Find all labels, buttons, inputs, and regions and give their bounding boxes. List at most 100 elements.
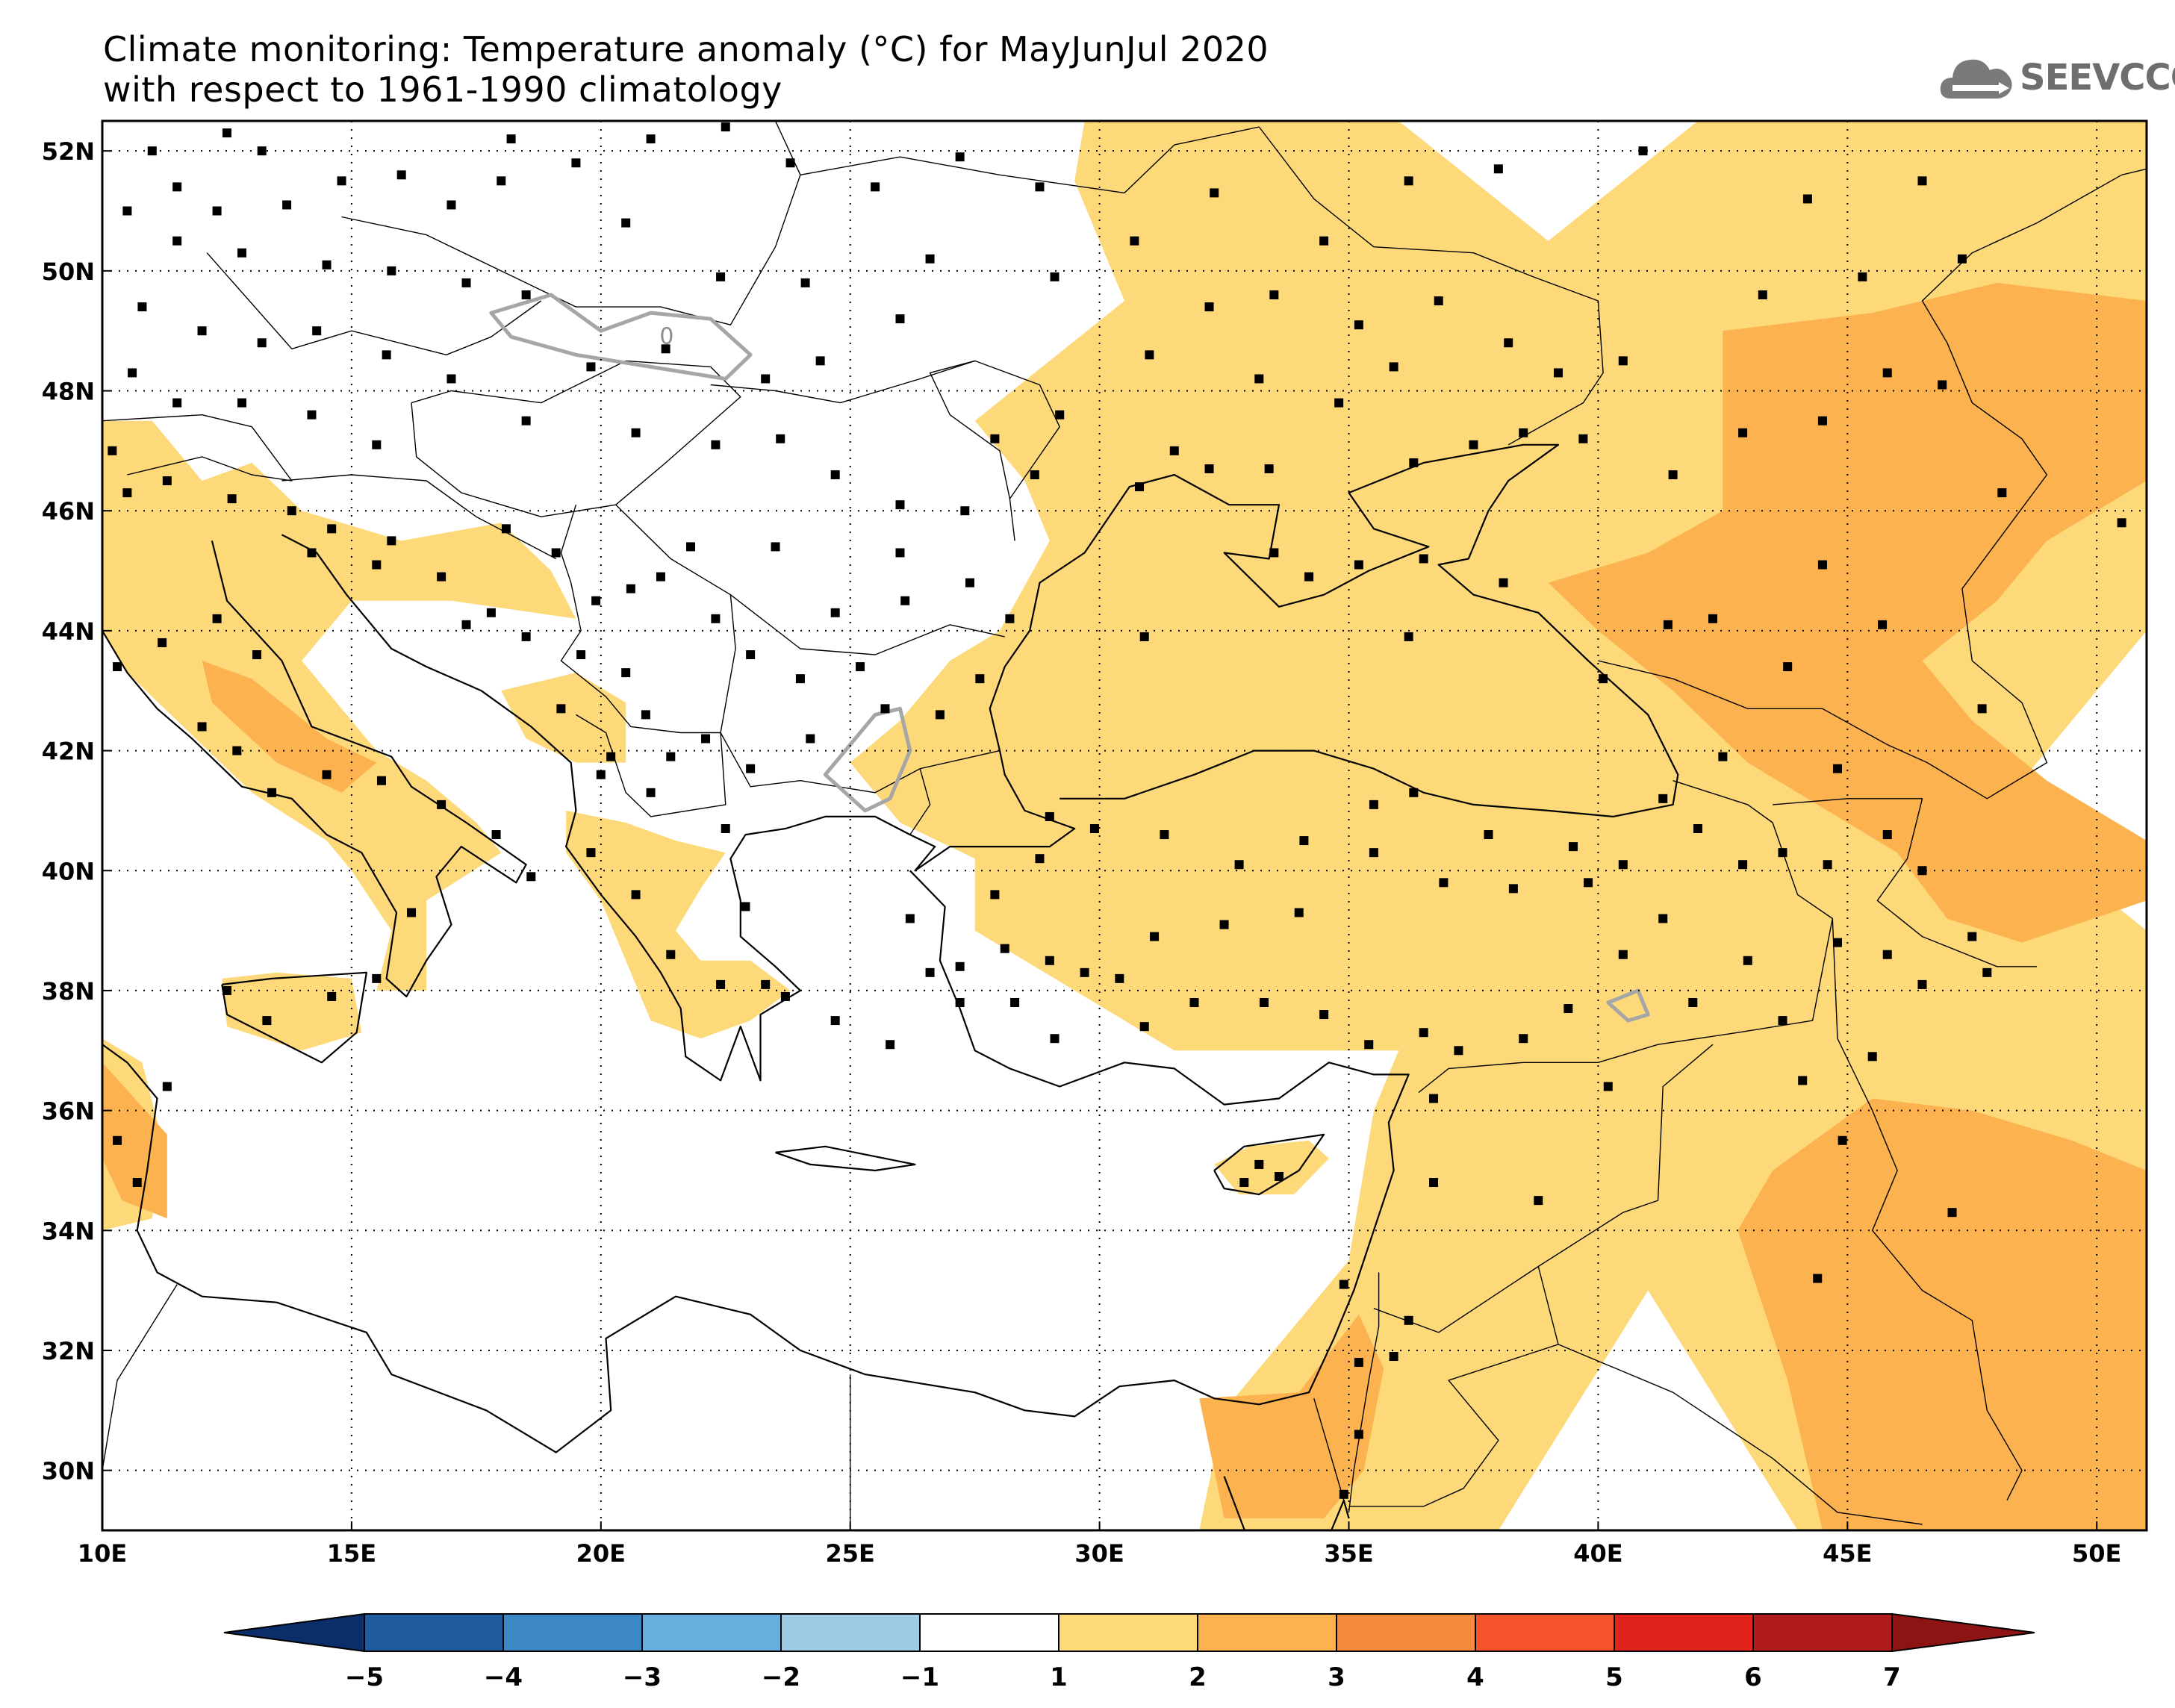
colorbar-label: 4 — [1466, 1662, 1484, 1692]
station-marker — [1534, 1196, 1543, 1206]
station-marker — [162, 476, 172, 486]
station-marker — [1658, 794, 1668, 803]
station-marker — [1304, 572, 1314, 582]
station-marker — [372, 440, 382, 449]
station-marker — [337, 176, 346, 186]
anomaly-region-2-3 — [1737, 1098, 2147, 1530]
anomaly-region-2-3 — [1548, 282, 2147, 943]
station-marker — [785, 158, 795, 168]
station-marker — [197, 326, 207, 336]
colorbar-label: 3 — [1328, 1662, 1345, 1692]
station-marker — [1688, 998, 1698, 1008]
station-marker — [113, 1135, 122, 1145]
anomaly-region-1-2 — [222, 972, 362, 1051]
station-marker — [1493, 164, 1503, 174]
station-marker — [322, 260, 332, 269]
station-marker — [761, 374, 771, 384]
coastline — [102, 540, 527, 998]
station-marker — [372, 560, 382, 570]
station-marker — [1294, 908, 1304, 917]
station-marker — [1419, 554, 1428, 564]
country-border — [1313, 1398, 1345, 1500]
lat-tick-label: 40N — [42, 857, 95, 885]
station-marker — [122, 488, 132, 498]
station-marker — [1354, 560, 1363, 570]
station-marker — [232, 746, 242, 755]
station-marker — [701, 734, 711, 744]
station-marker — [282, 200, 292, 210]
coastline-layer — [102, 443, 1679, 1530]
station-marker — [212, 206, 222, 216]
colorbar-left-arrow — [223, 1612, 365, 1653]
station-marker — [1708, 614, 1718, 623]
station-marker — [1618, 950, 1628, 959]
lon-tick-label: 35E — [1324, 1539, 1373, 1568]
station-marker — [437, 800, 446, 809]
station-marker — [1663, 620, 1673, 629]
station-marker — [721, 122, 730, 132]
station-marker — [1599, 674, 1608, 684]
station-marker — [1603, 1082, 1613, 1091]
station-marker — [1354, 1358, 1363, 1368]
station-marker — [1563, 1004, 1573, 1014]
station-marker — [1838, 1135, 1847, 1145]
station-marker — [461, 278, 471, 287]
station-marker — [197, 722, 207, 732]
station-marker — [1204, 302, 1214, 312]
station-marker — [158, 638, 167, 647]
station-marker — [237, 398, 246, 408]
lat-tick-label: 32N — [42, 1337, 95, 1365]
station-marker — [871, 182, 880, 192]
chart-subtitle: with respect to 1961-1990 climatology — [103, 69, 782, 110]
station-marker — [711, 440, 721, 449]
station-marker — [437, 572, 446, 582]
station-marker — [491, 830, 501, 840]
station-marker — [1982, 967, 1992, 977]
station-marker — [686, 542, 696, 552]
lat-tick-label: 34N — [42, 1217, 95, 1245]
station-marker — [1813, 1274, 1823, 1283]
station-marker — [1668, 470, 1678, 480]
station-marker — [1160, 830, 1169, 840]
station-marker — [1569, 842, 1578, 852]
station-marker — [661, 344, 670, 354]
station-marker — [1917, 979, 1927, 989]
lon-tick-label: 20E — [576, 1539, 626, 1568]
station-marker — [172, 398, 182, 408]
colorbar-label: −3 — [623, 1662, 662, 1692]
anomaly-region-2-3 — [102, 1062, 167, 1219]
station-marker — [1264, 464, 1274, 473]
station-marker — [880, 704, 890, 714]
station-marker — [1404, 632, 1413, 641]
lon-tick-label: 45E — [1823, 1539, 1872, 1568]
country-border — [560, 504, 726, 817]
station-marker — [1369, 800, 1378, 809]
station-marker — [222, 985, 231, 995]
station-marker — [1947, 1208, 1957, 1218]
station-marker — [1299, 836, 1309, 846]
station-marker — [975, 674, 985, 684]
station-marker — [506, 134, 516, 144]
colorbar-swatch — [919, 1613, 1060, 1652]
station-marker — [257, 146, 267, 156]
station-marker — [1718, 752, 1728, 761]
station-marker — [1189, 998, 1199, 1008]
colorbar-swatch — [1752, 1613, 1893, 1652]
lon-tick-label: 10E — [78, 1539, 127, 1568]
station-marker — [521, 416, 531, 426]
station-marker — [108, 446, 117, 455]
station-marker — [886, 1040, 895, 1050]
station-marker — [252, 650, 262, 660]
station-marker — [2117, 518, 2126, 528]
station-marker — [1878, 620, 1888, 629]
station-marker — [1319, 1010, 1329, 1020]
station-marker — [307, 548, 317, 558]
map-frame — [101, 119, 2148, 1532]
station-marker — [1010, 998, 1020, 1008]
station-marker — [1738, 428, 1748, 437]
station-marker — [641, 710, 650, 720]
station-marker — [1508, 884, 1518, 894]
station-marker — [376, 776, 386, 785]
station-marker — [955, 961, 965, 971]
station-marker — [1798, 1076, 1808, 1085]
